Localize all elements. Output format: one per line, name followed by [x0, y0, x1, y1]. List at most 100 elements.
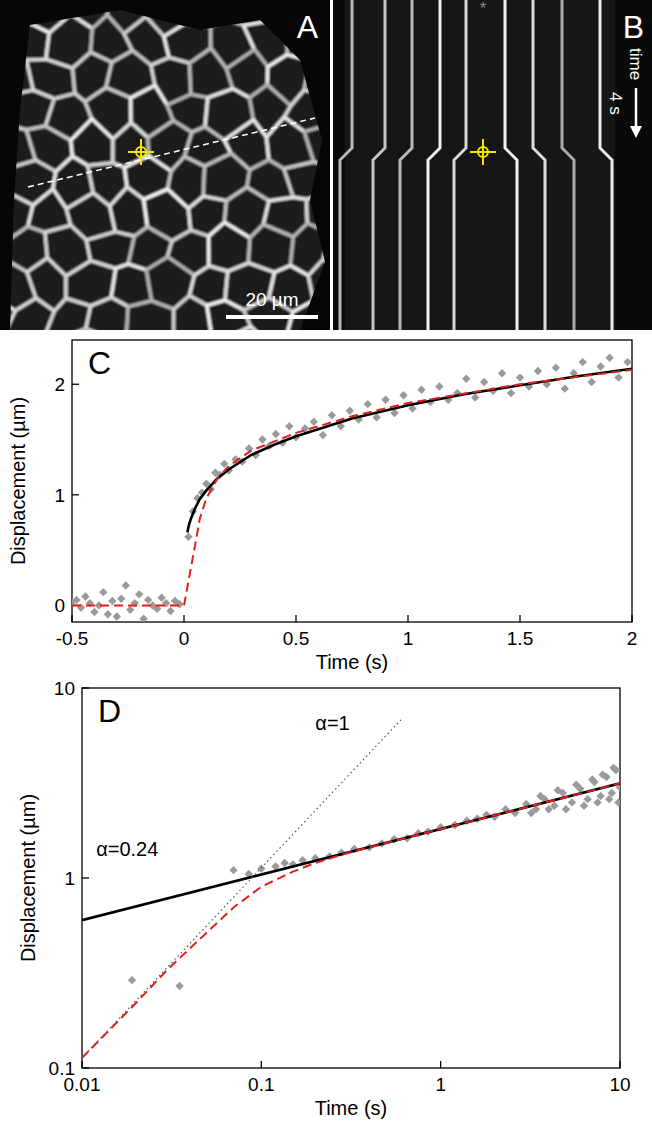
y-tick-label: 1: [54, 485, 65, 506]
data-point: [272, 430, 280, 438]
data-point: [229, 866, 237, 874]
cell: [283, 370, 325, 405]
data-point: [498, 369, 506, 377]
cell: [191, 403, 225, 444]
data-point: [184, 533, 192, 541]
x-tick-label: -0.5: [56, 628, 89, 649]
plot-data: [82, 720, 620, 1058]
cell: [106, 400, 149, 450]
data-point: [562, 805, 570, 813]
cell: [204, 370, 254, 410]
x-tick: [619, 1061, 620, 1068]
chart-D: 0.010.11100.1110α=1α=0.24DTime (s)Displa…: [17, 678, 631, 1119]
data-point: [328, 411, 336, 419]
data-point: [135, 590, 143, 598]
data-point: [175, 600, 183, 608]
x-tick: [183, 615, 184, 622]
cell: [324, 369, 371, 408]
data-point: [258, 435, 266, 443]
data-point: [285, 422, 293, 430]
cell: [86, 297, 128, 336]
x-tick: [71, 615, 72, 622]
data-point: [580, 802, 588, 810]
y-tick-label: 0.1: [49, 1058, 75, 1079]
data-point: [99, 588, 107, 596]
time-arrow-head: [630, 126, 642, 138]
cell: [125, 366, 170, 416]
crosshair-v: [482, 139, 484, 165]
x-tick: [295, 615, 296, 622]
data-point: [81, 592, 89, 600]
scale-label: 20 µm: [245, 289, 298, 310]
x-axis-title: Time (s): [316, 651, 389, 673]
x-tick: [440, 1061, 441, 1068]
time-scale: 4 s: [606, 92, 625, 115]
cell: [0, 19, 15, 63]
figure: 20 µmA*Btime4 s-0.500.511.52012CTime (s)…: [0, 0, 652, 1141]
cell: [4, 298, 54, 348]
data-point: [126, 606, 134, 614]
cell: [246, 0, 287, 1]
cell: [0, 88, 13, 135]
data-point: [561, 384, 569, 392]
cell: [346, 398, 383, 445]
time-arrow: [635, 88, 638, 128]
data-point: [507, 389, 515, 397]
data-point: [363, 400, 371, 408]
cell: [7, 24, 50, 61]
cell: [224, 394, 273, 440]
data-point: [90, 608, 98, 616]
x-tick: [261, 1061, 262, 1068]
y-tick: [82, 1067, 89, 1068]
data-point: [623, 358, 631, 366]
asterisk: *: [480, 0, 486, 17]
data-point: [117, 595, 125, 603]
data-point: [113, 612, 121, 620]
x-axis-title: Time (s): [315, 1097, 388, 1119]
data-point: [614, 373, 622, 381]
x-tick-label: 1: [435, 1074, 446, 1095]
data-point: [108, 597, 116, 605]
cell: [263, 393, 306, 447]
fit-line: [82, 783, 620, 1058]
kymo-trace: [533, 0, 545, 330]
cell: [48, 366, 90, 407]
scale-bar: [226, 315, 318, 319]
cell: [46, 298, 91, 336]
data-point: [281, 859, 289, 867]
y-tick-label: 1: [64, 868, 75, 889]
data-point: [381, 396, 389, 404]
cell: [347, 335, 391, 375]
x-tick: [81, 1061, 82, 1068]
x-tick-label: 0: [179, 628, 190, 649]
y-axis-title: Displacement (µm): [17, 794, 39, 962]
plot-frame: [72, 340, 632, 622]
data-point: [583, 795, 591, 803]
kymo-line: [28, 118, 315, 187]
data-point: [480, 378, 488, 386]
data-point: [175, 982, 183, 990]
y-tick: [72, 384, 79, 385]
kymo-trace: [373, 0, 385, 330]
data-point: [596, 362, 604, 370]
annotation: α=1: [315, 712, 349, 734]
data-point: [608, 789, 616, 797]
fit-line: [72, 370, 632, 606]
cell: [188, 335, 235, 378]
data-point: [166, 607, 174, 615]
panel-letter: D: [98, 693, 121, 729]
data-point: [122, 581, 130, 589]
data-point: [435, 382, 443, 390]
data-point: [399, 391, 407, 399]
x-tick: [407, 615, 408, 622]
cell: [253, 362, 291, 407]
cell: [165, 365, 209, 411]
data-point: [587, 378, 595, 386]
panel-letter: C: [88, 345, 111, 381]
cell: [229, 0, 274, 25]
kymo-trace: [562, 0, 574, 330]
data-point: [417, 386, 425, 394]
cell: [33, 401, 74, 441]
cell: [206, 0, 250, 3]
panel-letter: B: [623, 9, 644, 45]
